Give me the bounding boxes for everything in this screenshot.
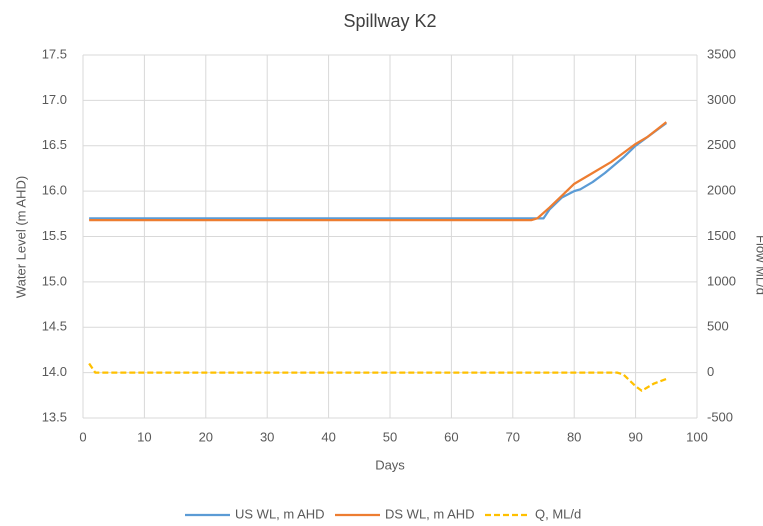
x-tick-label: 60 — [444, 429, 458, 444]
y2-tick-label: -500 — [707, 409, 733, 424]
x-tick-label: 90 — [628, 429, 642, 444]
legend-label: US WL, m AHD — [235, 506, 325, 521]
legend-label: Q, ML/d — [535, 506, 581, 521]
x-tick-label: 50 — [383, 429, 397, 444]
y-tick-label: 16.5 — [42, 137, 67, 152]
y2-tick-label: 3500 — [707, 46, 736, 61]
x-tick-label: 20 — [199, 429, 213, 444]
y2-tick-label: 1500 — [707, 228, 736, 243]
x-tick-label: 100 — [686, 429, 708, 444]
series-line — [89, 121, 667, 222]
y2-tick-label: 2500 — [707, 137, 736, 152]
y-tick-label: 14.0 — [42, 364, 67, 379]
y-tick-label: 16.0 — [42, 183, 67, 198]
y-axis-label: Water Level (m AHD) — [13, 176, 28, 298]
y2-tick-label: 500 — [707, 319, 729, 334]
x-tick-label: 0 — [79, 429, 86, 444]
legend-label: DS WL, m AHD — [385, 506, 475, 521]
y2-axis-label: Flow ML/d — [754, 235, 763, 295]
y2-tick-label: 2000 — [707, 183, 736, 198]
y2-tick-label: 0 — [707, 364, 714, 379]
x-tick-label: 30 — [260, 429, 274, 444]
y2-tick-label: 3000 — [707, 92, 736, 107]
y-tick-label: 15.0 — [42, 273, 67, 288]
x-axis-label: Days — [375, 457, 405, 472]
y2-tick-label: 1000 — [707, 273, 736, 288]
y-tick-label: 13.5 — [42, 409, 67, 424]
y-tick-label: 17.0 — [42, 92, 67, 107]
x-tick-label: 40 — [321, 429, 335, 444]
x-tick-label: 80 — [567, 429, 581, 444]
series-line — [89, 122, 667, 220]
y-tick-label: 14.5 — [42, 319, 67, 334]
x-tick-label: 70 — [506, 429, 520, 444]
y-tick-label: 15.5 — [42, 228, 67, 243]
chart-title: Spillway K2 — [343, 11, 436, 31]
y-tick-label: 17.5 — [42, 46, 67, 61]
x-tick-label: 10 — [137, 429, 151, 444]
series-line — [88, 362, 667, 392]
